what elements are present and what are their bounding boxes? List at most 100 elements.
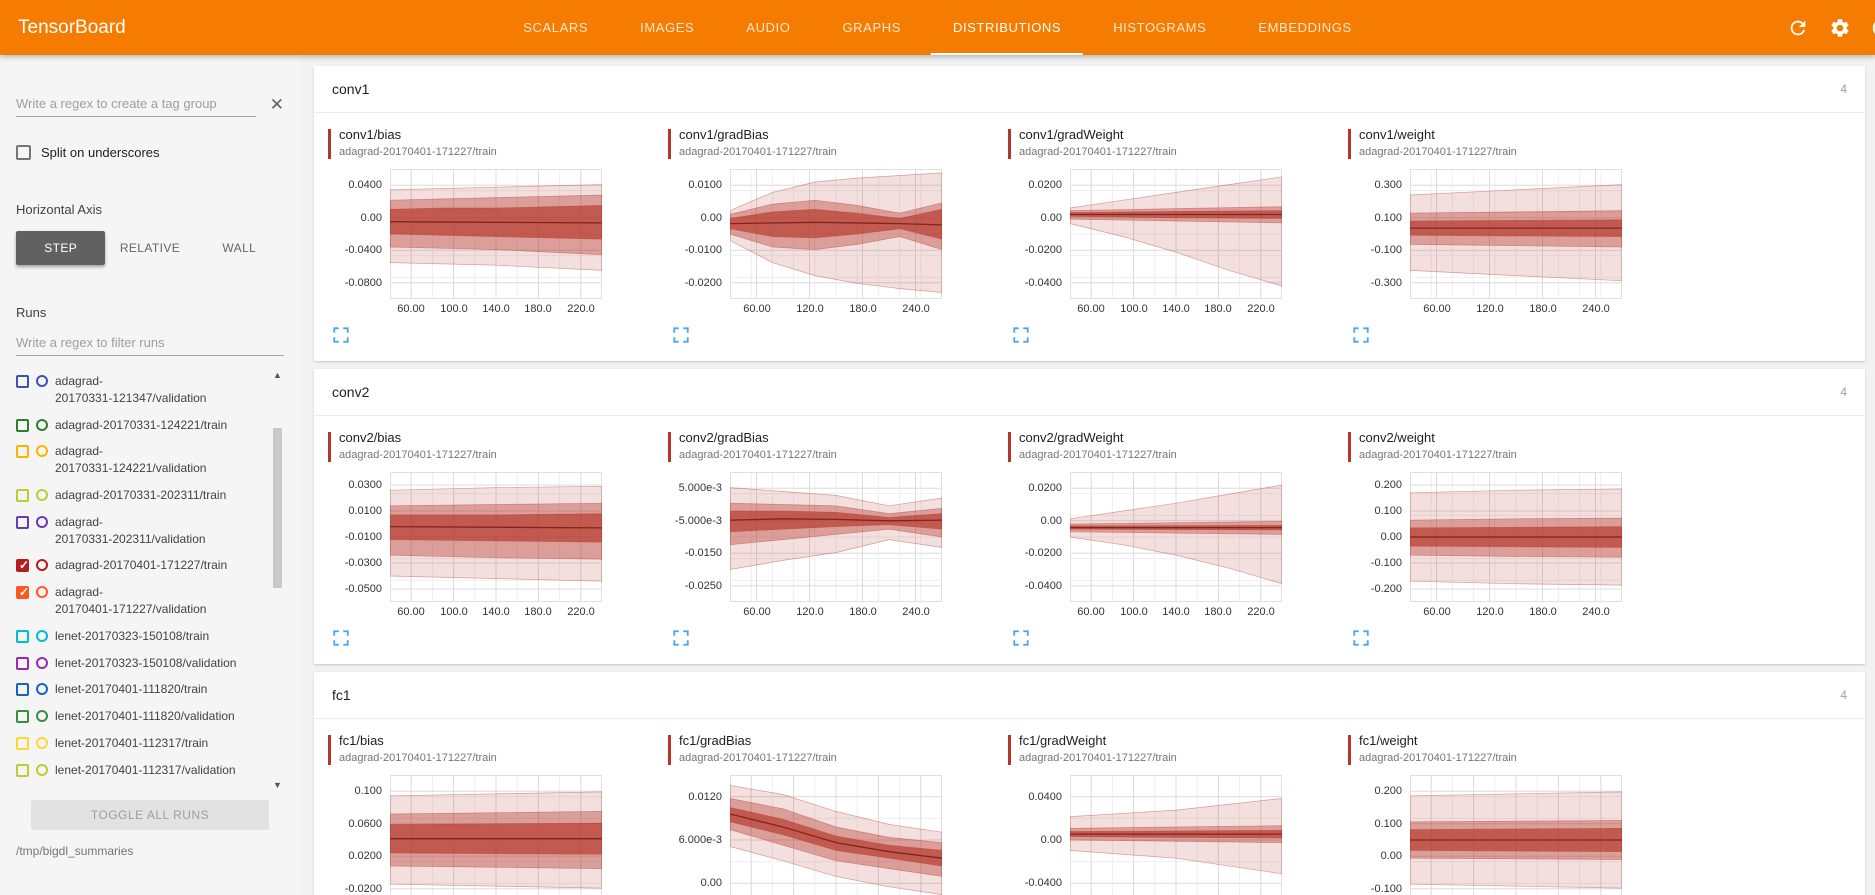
refresh-icon[interactable] bbox=[1787, 17, 1809, 39]
run-item[interactable]: adagrad-20170331-124221/train bbox=[16, 412, 266, 439]
tab-audio[interactable]: AUDIO bbox=[746, 20, 791, 35]
run-item[interactable]: lenet-20170401-112317/validation bbox=[16, 757, 266, 784]
distribution-plot[interactable] bbox=[730, 169, 942, 299]
run-radio[interactable] bbox=[36, 515, 48, 528]
distribution-plot[interactable] bbox=[1070, 775, 1282, 895]
run-item[interactable]: adagrad-20170331-202311/train bbox=[16, 482, 266, 509]
tab-embeddings[interactable]: EMBEDDINGS bbox=[1258, 20, 1352, 35]
scrollbar-thumb[interactable] bbox=[273, 428, 282, 588]
run-checkbox[interactable] bbox=[16, 629, 29, 643]
run-checkbox[interactable] bbox=[16, 515, 29, 529]
run-checkbox[interactable] bbox=[16, 683, 29, 697]
distribution-plot[interactable] bbox=[1070, 169, 1282, 299]
run-item[interactable]: adagrad- 20170331-124221/validation bbox=[16, 438, 266, 482]
tab-histograms[interactable]: HISTOGRAMS bbox=[1113, 20, 1207, 35]
distributions-dashboard: conv1 4 conv1/bias adagrad-20170401-171227/… bbox=[300, 55, 1875, 895]
expand-chart-icon[interactable] bbox=[1352, 629, 1370, 647]
y-tick-label: 0.00 bbox=[1040, 834, 1062, 846]
tag-group-header[interactable]: fc1 4 bbox=[314, 672, 1865, 718]
run-name: adagrad- 20170331-121347/validation bbox=[55, 374, 207, 405]
tab-distributions[interactable]: DISTRIBUTIONS bbox=[927, 0, 1087, 55]
run-color-marker bbox=[328, 735, 331, 765]
run-radio[interactable] bbox=[36, 375, 48, 387]
run-checkbox[interactable] bbox=[16, 418, 29, 432]
run-radio[interactable] bbox=[36, 656, 48, 669]
run-checkbox[interactable] bbox=[16, 445, 29, 459]
tab-scalars[interactable]: SCALARS bbox=[523, 20, 589, 35]
run-item[interactable]: lenet-20170401-112317/train bbox=[16, 730, 266, 757]
x-tick-label: 220.0 bbox=[567, 303, 595, 315]
run-checkbox[interactable] bbox=[16, 585, 29, 600]
run-radio[interactable] bbox=[36, 586, 48, 599]
scroll-up-icon[interactable]: ▲ bbox=[273, 370, 282, 380]
expand-chart-icon[interactable] bbox=[1352, 326, 1370, 344]
distribution-plot[interactable] bbox=[1410, 472, 1622, 602]
run-radio[interactable] bbox=[36, 710, 48, 723]
settings-icon[interactable] bbox=[1829, 17, 1851, 39]
expand-chart-icon[interactable] bbox=[1012, 326, 1030, 344]
distribution-plot[interactable] bbox=[730, 775, 942, 895]
tab-graphs[interactable]: GRAPHS bbox=[842, 20, 901, 35]
chart-title: fc1/weight bbox=[1359, 733, 1418, 748]
chart-title: fc1/gradWeight bbox=[1019, 733, 1107, 748]
expand-chart-icon[interactable] bbox=[332, 629, 350, 647]
run-radio[interactable] bbox=[36, 736, 48, 749]
run-radio[interactable] bbox=[36, 763, 48, 776]
run-checkbox[interactable] bbox=[16, 375, 29, 388]
run-checkbox[interactable] bbox=[16, 558, 29, 573]
scroll-down-icon[interactable]: ▼ bbox=[273, 780, 282, 790]
run-item[interactable]: adagrad-20170401-171227/train bbox=[16, 552, 266, 579]
distribution-plot[interactable] bbox=[390, 775, 602, 895]
expand-chart-icon[interactable] bbox=[672, 629, 690, 647]
distribution-plot[interactable] bbox=[390, 169, 602, 299]
run-color-marker bbox=[328, 129, 331, 159]
distribution-plot[interactable] bbox=[1410, 169, 1622, 299]
distribution-plot[interactable] bbox=[390, 472, 602, 602]
chart-card: fc1/weight adagrad-20170401-171227/train 0… bbox=[1348, 733, 1688, 895]
run-checkbox[interactable] bbox=[16, 656, 29, 670]
run-item[interactable]: lenet-20170401-111820/validation bbox=[16, 703, 266, 730]
run-item[interactable]: lenet-20170401-111820/train bbox=[16, 676, 266, 703]
run-color-marker bbox=[328, 432, 331, 462]
run-item[interactable]: lenet-20170323-150108/validation bbox=[16, 650, 266, 677]
axis-button-step[interactable]: STEP bbox=[16, 231, 106, 265]
x-tick-label: 100.0 bbox=[440, 303, 468, 315]
run-radio[interactable] bbox=[36, 629, 48, 642]
expand-chart-icon[interactable] bbox=[1012, 629, 1030, 647]
toggle-all-runs-button[interactable]: TOGGLE ALL RUNS bbox=[31, 800, 269, 830]
distribution-plot[interactable] bbox=[1070, 472, 1282, 602]
split-on-underscores-checkbox[interactable] bbox=[16, 145, 31, 160]
axis-button-wall[interactable]: WALL bbox=[195, 231, 284, 265]
axis-button-relative[interactable]: RELATIVE bbox=[105, 231, 194, 265]
tag-group-header[interactable]: conv1 4 bbox=[314, 66, 1865, 112]
run-checkbox[interactable] bbox=[16, 763, 29, 777]
run-radio[interactable] bbox=[36, 445, 48, 458]
run-item[interactable]: adagrad- 20170331-202311/validation bbox=[16, 509, 266, 553]
run-item[interactable]: adagrad- 20170331-121347/validation bbox=[16, 368, 266, 412]
y-tick-label: 0.0200 bbox=[1028, 482, 1062, 494]
run-item[interactable]: lenet-20170323-150108/train bbox=[16, 623, 266, 650]
expand-chart-icon[interactable] bbox=[672, 326, 690, 344]
help-icon[interactable]: ? bbox=[1871, 17, 1875, 39]
x-tick-label: 120.0 bbox=[796, 303, 824, 315]
run-name: adagrad- 20170401-171227/validation bbox=[55, 585, 207, 616]
runs-filter-input[interactable] bbox=[16, 330, 284, 356]
run-radio[interactable] bbox=[36, 559, 48, 572]
run-radio[interactable] bbox=[36, 488, 48, 501]
close-icon[interactable]: ✕ bbox=[269, 94, 284, 114]
x-tick-label: 180.0 bbox=[1204, 303, 1232, 315]
run-radio[interactable] bbox=[36, 418, 48, 431]
runs-list: adagrad- 20170331-121347/validation adagra… bbox=[16, 368, 284, 792]
x-tick-label: 140.0 bbox=[482, 303, 510, 315]
expand-chart-icon[interactable] bbox=[332, 326, 350, 344]
distribution-plot[interactable] bbox=[730, 472, 942, 602]
run-checkbox[interactable] bbox=[16, 736, 29, 750]
run-radio[interactable] bbox=[36, 683, 48, 696]
tag-group-header[interactable]: conv2 4 bbox=[314, 369, 1865, 415]
tab-images[interactable]: IMAGES bbox=[640, 20, 695, 35]
tag-regex-input[interactable] bbox=[16, 91, 256, 117]
distribution-plot[interactable] bbox=[1410, 775, 1622, 895]
run-checkbox[interactable] bbox=[16, 488, 29, 502]
run-item[interactable]: adagrad-20170401-171227/validation bbox=[16, 579, 266, 623]
run-checkbox[interactable] bbox=[16, 710, 29, 724]
